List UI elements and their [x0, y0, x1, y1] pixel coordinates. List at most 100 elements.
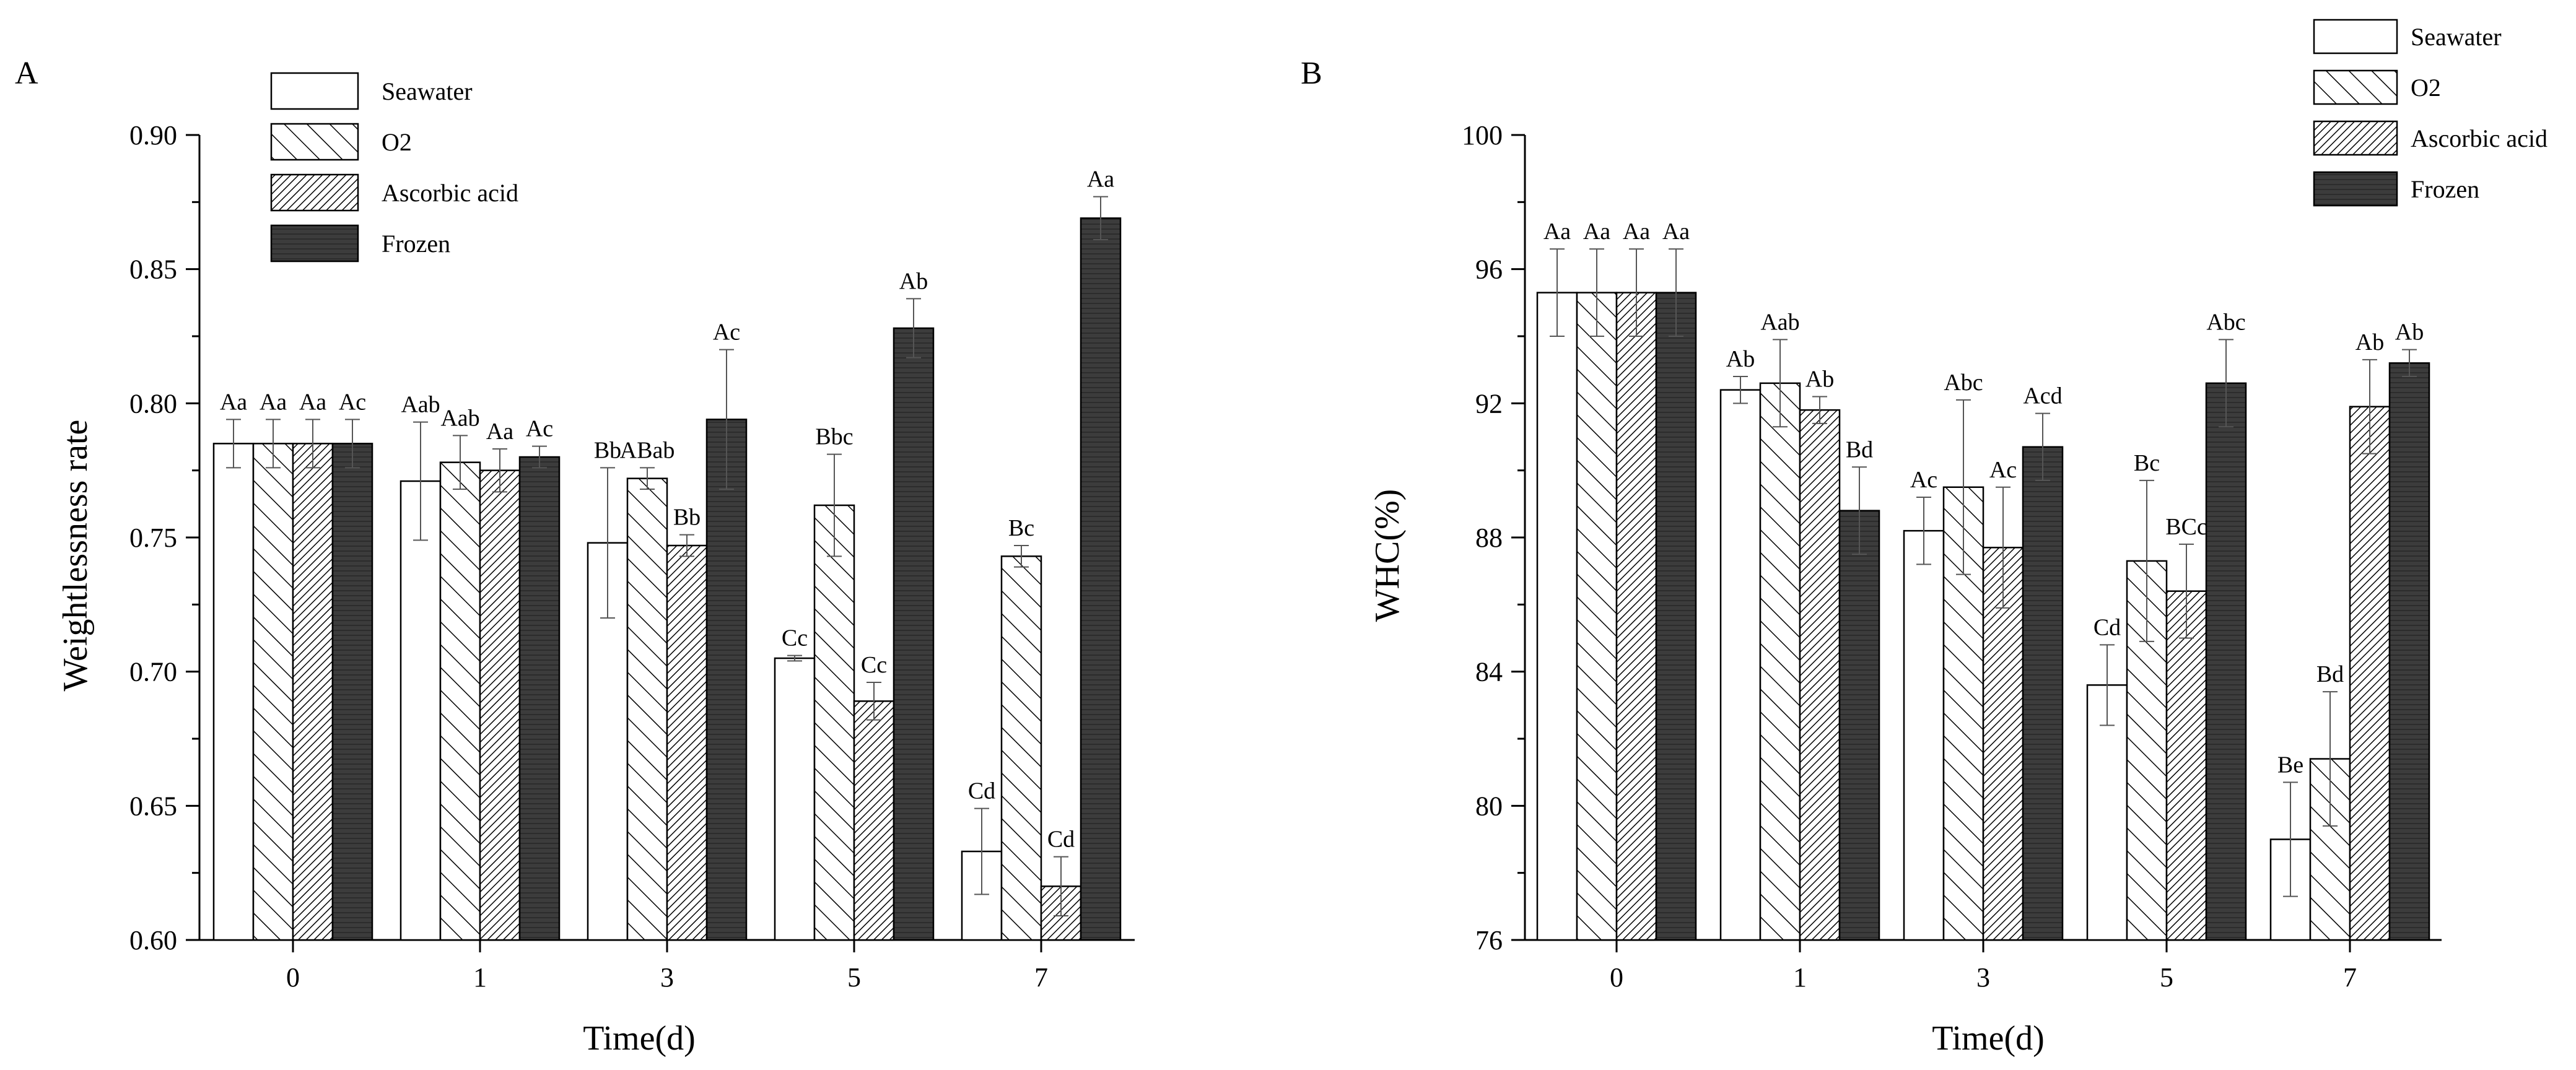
bar [893, 327, 935, 941]
bar [813, 504, 855, 941]
y-tick-label: 0.60 [129, 925, 177, 955]
significance-label: ABab [620, 437, 675, 463]
bar [1080, 217, 1122, 941]
bar [2205, 382, 2247, 941]
legend-label: O2 [382, 128, 412, 156]
legend-swatch [2313, 19, 2398, 54]
x-tick-label: 1 [1793, 962, 1807, 993]
legend-label: Ascorbic acid [2411, 124, 2548, 152]
significance-label: Bd [1846, 437, 1873, 463]
bar [439, 461, 481, 941]
significance-label: Aa [1543, 219, 1571, 245]
significance-label: Ac [1989, 457, 2017, 483]
bar [1576, 292, 1618, 941]
significance-label: Abc [2206, 309, 2245, 335]
bar [705, 419, 748, 941]
x-tick-label: 3 [660, 962, 674, 993]
legend-label: Frozen [2411, 175, 2479, 203]
chart-panel-a: A Weightlessness rate Time(d) 0.60 0.65 0.… [15, 56, 1135, 1058]
y-axis-title: WHC(%) [1368, 489, 1407, 622]
significance-label: Bbc [815, 424, 853, 450]
y-tick-label: 80 [1475, 791, 1503, 821]
significance-label: Aa [486, 419, 513, 445]
significance-label: Be [2277, 752, 2303, 778]
y-tick-label: 0.70 [129, 657, 177, 687]
y-tick-label: 88 [1475, 523, 1503, 553]
significance-label: Bc [1008, 515, 1034, 541]
legend-swatch [2313, 120, 2398, 156]
x-tick-label: 5 [2160, 962, 2173, 993]
x-tick-label: 7 [2343, 962, 2357, 993]
y-tick-label: 0.85 [129, 254, 177, 285]
y-axis-title: Weightlessness rate [56, 420, 95, 692]
x-tick-label: 1 [473, 962, 487, 993]
x-tick-label: 5 [847, 962, 861, 993]
panel-letter: A [15, 56, 38, 91]
bar [1655, 292, 1697, 941]
legend-label: Seawater [382, 77, 473, 105]
y-tick-label: 0.65 [129, 791, 177, 821]
bar [2165, 590, 2207, 941]
bar [1719, 389, 1762, 941]
y-tick-label: 92 [1475, 388, 1503, 419]
bar [1838, 510, 1880, 941]
legend-swatch [2313, 69, 2398, 105]
y-tick-label: 84 [1475, 657, 1503, 687]
legend-swatch [270, 224, 359, 263]
bar [1759, 382, 1801, 941]
legend-label: O2 [2411, 74, 2441, 102]
legend: Seawater O2 Ascorbic acid Frozen [270, 72, 518, 263]
bar [1799, 409, 1841, 941]
significance-label: Ac [1910, 467, 1937, 493]
bar [1615, 292, 1657, 941]
x-tick-label: 3 [1976, 962, 1990, 993]
panel-letter: B [1301, 56, 1322, 91]
significance-label: Aa [1583, 219, 1610, 245]
significance-label: Aa [1662, 219, 1690, 245]
significance-label: Ab [1726, 346, 1755, 372]
significance-label: Aa [299, 389, 326, 415]
significance-label: Cd [2094, 614, 2121, 640]
legend-swatch [270, 123, 359, 161]
legend-swatch [270, 173, 359, 212]
x-tick-label: 7 [1034, 962, 1048, 993]
significance-label: Aab [440, 405, 479, 431]
bar [212, 443, 255, 941]
bar [399, 480, 442, 941]
significance-label: Acd [2023, 383, 2062, 409]
x-tick-label: 0 [286, 962, 300, 993]
significance-label: Aa [1087, 167, 1114, 193]
bar [2349, 406, 2391, 941]
significance-label: Ab [1805, 367, 1834, 393]
significance-label: Aab [401, 392, 440, 418]
significance-label: Bd [2316, 661, 2344, 687]
plot-area: 0.60 0.65 0.70 0.75 0.80 0.85 0.90 0 Aa Aa Aa Ac 1 Aa… [129, 120, 1135, 993]
significance-label: Ac [339, 389, 366, 415]
y-tick-label: 0.80 [129, 388, 177, 419]
legend-label: Seawater [2411, 23, 2502, 51]
legend-label: Ascorbic acid [382, 179, 518, 207]
bar [626, 477, 668, 941]
significance-label: BCc [2165, 514, 2207, 540]
significance-label: Aa [260, 389, 287, 415]
significance-label: Cc [782, 625, 808, 651]
bar [331, 443, 373, 941]
x-tick-label: 0 [1610, 962, 1623, 993]
significance-label: Cc [861, 652, 887, 678]
y-tick-label: 96 [1475, 254, 1503, 285]
x-axis-title: Time(d) [583, 1019, 696, 1058]
significance-label: Bc [2134, 450, 2160, 476]
y-tick-label: 0.90 [129, 120, 177, 150]
x-axis-title: Time(d) [1932, 1019, 2045, 1058]
significance-label: Abc [1944, 370, 1983, 396]
significance-label: Bb [594, 437, 621, 463]
significance-label: Bb [673, 505, 701, 531]
bar [2388, 362, 2430, 941]
y-tick-label: 76 [1475, 925, 1503, 955]
significance-label: Aa [220, 389, 247, 415]
y-tick-label: 100 [1462, 120, 1503, 150]
bar [518, 456, 561, 941]
bar [252, 443, 294, 941]
chart-panel-b: B WHC(%) Time(d) 76 80 84 88 92 96 100 0 Aa Aa Aa A… [1301, 19, 2548, 1058]
